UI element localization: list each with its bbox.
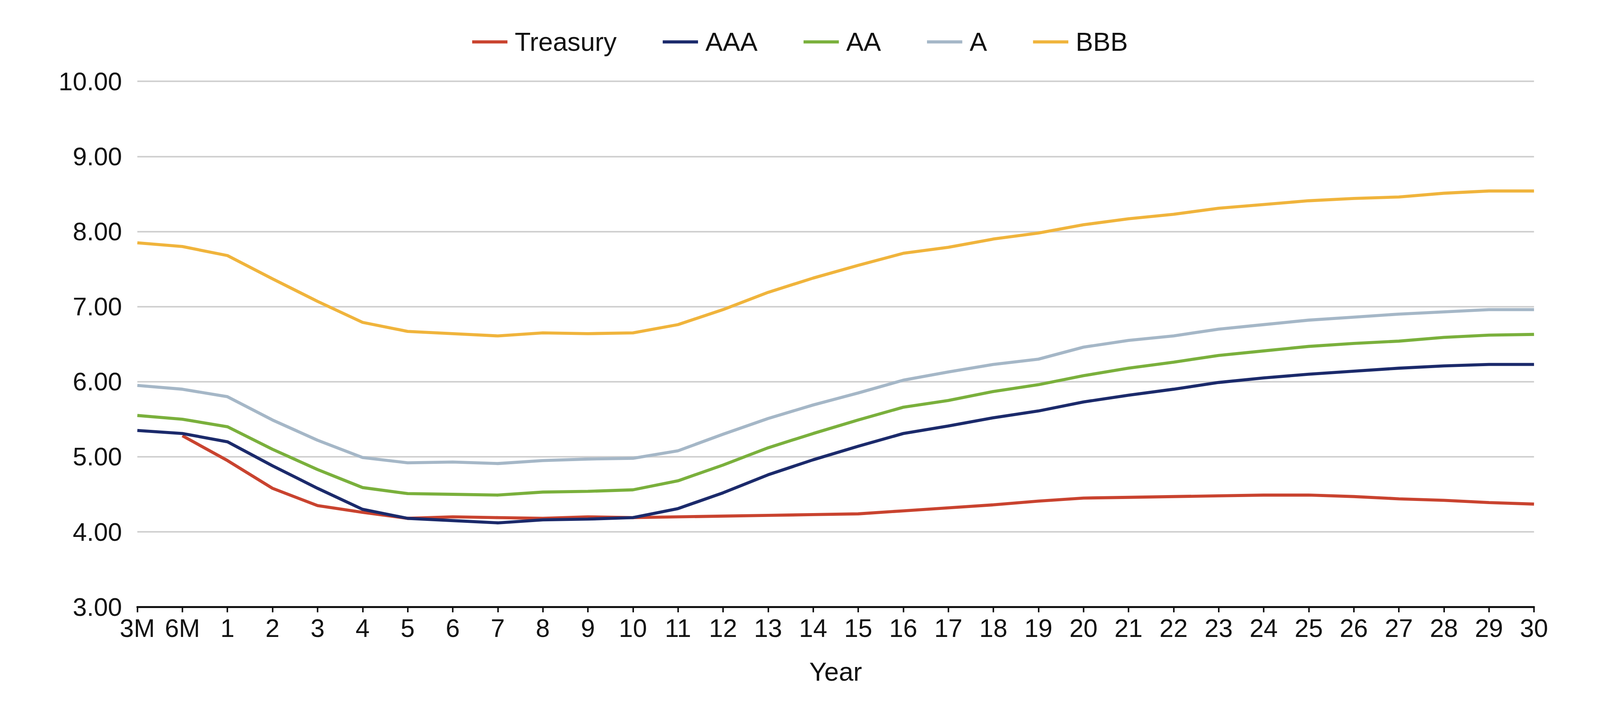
svg-text:AA: AA (846, 27, 882, 57)
svg-text:4: 4 (355, 613, 370, 643)
svg-text:Year: Year (809, 657, 863, 686)
svg-text:19: 19 (1024, 613, 1053, 643)
svg-text:3: 3 (310, 613, 325, 643)
svg-text:8.00: 8.00 (72, 217, 122, 246)
svg-text:A: A (969, 27, 988, 57)
svg-text:7.00: 7.00 (72, 292, 122, 321)
svg-text:11: 11 (664, 613, 692, 643)
svg-text:18: 18 (979, 613, 1008, 643)
svg-text:16: 16 (889, 613, 918, 643)
svg-text:25: 25 (1294, 613, 1323, 643)
svg-text:6M: 6M (164, 613, 200, 643)
svg-text:23: 23 (1204, 613, 1233, 643)
svg-text:5.00: 5.00 (72, 442, 122, 471)
svg-text:4.00: 4.00 (72, 517, 122, 547)
svg-text:24: 24 (1249, 613, 1278, 643)
svg-text:27: 27 (1384, 613, 1413, 643)
svg-text:29: 29 (1475, 613, 1504, 643)
svg-text:Treasury: Treasury (514, 27, 618, 57)
svg-text:15: 15 (844, 613, 873, 643)
svg-text:5: 5 (400, 613, 415, 643)
svg-text:28: 28 (1429, 613, 1458, 643)
svg-text:6: 6 (445, 613, 460, 643)
svg-text:21: 21 (1114, 613, 1143, 643)
svg-text:9.00: 9.00 (72, 142, 122, 171)
svg-text:13: 13 (753, 613, 783, 643)
svg-text:1: 1 (220, 613, 235, 643)
svg-text:10.00: 10.00 (58, 67, 122, 96)
svg-text:30: 30 (1519, 613, 1549, 643)
svg-text:2: 2 (265, 613, 280, 643)
svg-text:17: 17 (934, 613, 963, 643)
svg-text:9: 9 (580, 613, 595, 643)
svg-text:12: 12 (708, 613, 738, 643)
svg-text:3M: 3M (119, 613, 156, 643)
svg-text:BBB: BBB (1075, 27, 1129, 57)
svg-text:26: 26 (1339, 613, 1368, 643)
svg-text:10: 10 (618, 613, 647, 643)
svg-text:AAA: AAA (705, 27, 758, 57)
svg-text:6.00: 6.00 (72, 367, 122, 396)
svg-text:8: 8 (535, 613, 550, 643)
svg-text:22: 22 (1159, 613, 1188, 643)
svg-text:7: 7 (490, 613, 505, 643)
svg-text:14: 14 (799, 613, 828, 643)
svg-text:20: 20 (1069, 613, 1098, 643)
svg-text:3.00: 3.00 (72, 592, 122, 622)
